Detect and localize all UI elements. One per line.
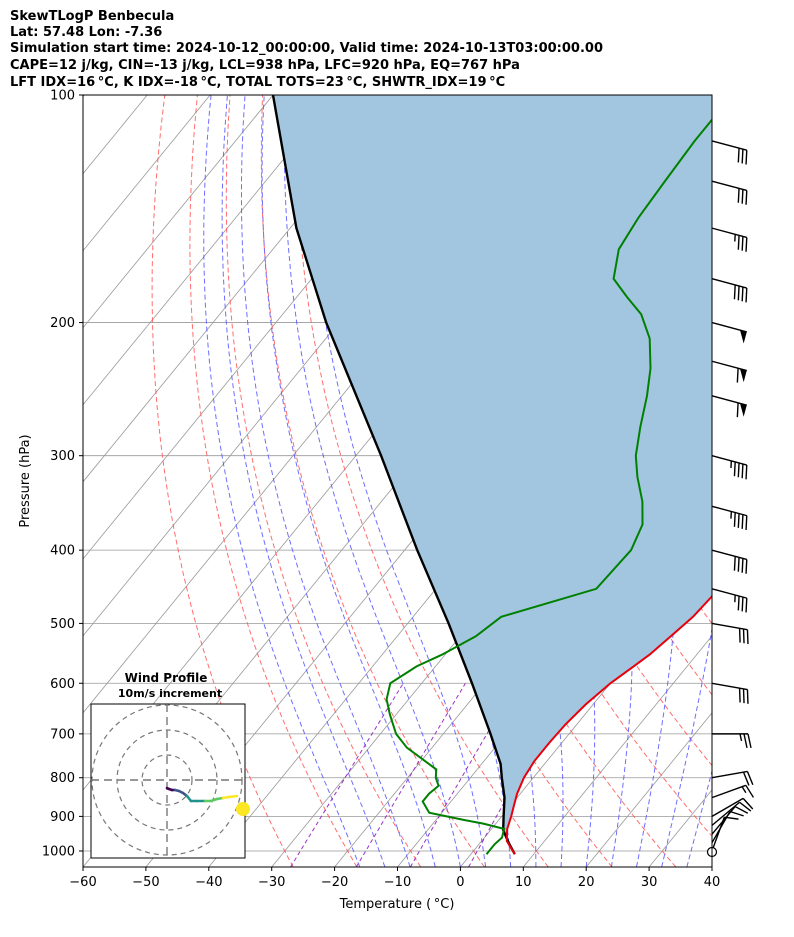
x-tick-label: 0: [456, 875, 464, 890]
wind-barb: [711, 395, 747, 418]
hodograph-inset: Wind Profile 10m/s increment: [90, 671, 250, 859]
dry-adiabat: [225, 95, 422, 867]
hodograph-frame: [90, 703, 246, 859]
wind-barb: [712, 733, 752, 749]
temperature-line: [505, 594, 712, 855]
wind-barb: [711, 278, 748, 303]
parcel-line: [271, 95, 516, 855]
moist-adiabat: [762, 95, 794, 867]
x-axis-label: Temperature ( °C): [339, 897, 455, 912]
x-tick-label: −60: [69, 875, 96, 890]
isotherm-line: [711, 866, 712, 867]
y-tick-label: 1000: [42, 844, 75, 859]
moist-adiabat: [656, 95, 712, 867]
wind-barb: [711, 549, 748, 574]
dry-adiabat: [719, 95, 794, 867]
dry-adiabat: [751, 95, 794, 867]
isotherm-line: [83, 95, 400, 483]
wind-barb: [711, 588, 748, 613]
isotherm-line: [522, 635, 712, 867]
y-axis-label: Pressure (hPa): [18, 434, 33, 527]
hodograph-segment: [227, 794, 239, 799]
hodograph-title: Wind Profile: [125, 671, 208, 685]
x-tick-label: −30: [258, 875, 285, 890]
y-tick-label: 700: [50, 727, 75, 742]
y-tick-label: 300: [50, 449, 75, 464]
hodograph-ring: [141, 754, 193, 806]
x-tick-label: 30: [641, 875, 658, 890]
x-tick-label: 40: [704, 875, 721, 890]
y-tick-label: 600: [50, 677, 75, 692]
cape-shading: [273, 95, 712, 855]
x-tick-label: −40: [195, 875, 222, 890]
dewpoint-line: [385, 118, 712, 855]
moist-adiabat: [221, 95, 386, 867]
convective-params: CAPE=12 j/kg, CIN=-13 j/kg, LCL=938 hPa,…: [10, 58, 520, 73]
isotherm-line: [83, 95, 274, 329]
y-tick-label: 500: [50, 617, 75, 632]
y-tick-label: 400: [50, 544, 75, 559]
wind-barb: [711, 801, 752, 826]
wind-barb: [711, 805, 749, 835]
mixing-ratio-line: [355, 683, 466, 867]
y-tick-label: 200: [50, 316, 75, 331]
wind-barb: [711, 784, 755, 799]
isotherm-line: [83, 95, 85, 98]
y-tick-label: 100: [50, 89, 75, 104]
chart-title: SkewTLogP Benbecula: [10, 9, 175, 24]
mixing-ratio-line: [409, 683, 517, 867]
isotherm-line: [585, 712, 712, 867]
wind-barb: [711, 797, 754, 817]
wind-barb: [711, 505, 748, 530]
x-tick-label: −20: [321, 875, 348, 890]
wind-barb: [711, 682, 749, 704]
wind-barb: [711, 622, 749, 644]
dry-adiabat: [151, 95, 294, 867]
wind-barb: [711, 227, 748, 252]
wind-barb: [711, 140, 748, 165]
dry-adiabat: [189, 95, 358, 867]
y-tick-label: 800: [50, 771, 75, 786]
isotherm-line: [460, 558, 712, 867]
x-tick-label: 10: [515, 875, 532, 890]
moist-adiabat: [308, 95, 487, 867]
moist-adiabat: [283, 95, 461, 867]
mixing-ratio-line: [290, 683, 404, 867]
stability-indices: LFT IDX=16 °C, K IDX=-18 °C, TOTAL TOTS=…: [10, 75, 506, 90]
moist-adiabat: [737, 95, 794, 867]
x-tick-label: −50: [132, 875, 159, 890]
moist-adiabat: [241, 95, 411, 867]
wind-barb: [711, 360, 747, 383]
dry-adiabat: [784, 95, 794, 867]
moist-adiabat: [711, 865, 712, 867]
wind-barb: [711, 455, 748, 480]
moist-adiabat: [261, 95, 436, 867]
dry-adiabat: [260, 95, 485, 867]
moist-adiabat: [203, 95, 361, 867]
simulation-times: Simulation start time: 2024-10-12_00:00:…: [10, 41, 603, 56]
hodograph-endpoint: [236, 802, 250, 816]
isotherm-line: [83, 95, 337, 406]
x-tick-label: 20: [578, 875, 595, 890]
hodograph-increment: 10m/s increment: [118, 687, 222, 700]
y-tick-label: 900: [50, 810, 75, 825]
wind-barb: [711, 321, 747, 344]
isotherm-line: [83, 95, 211, 252]
wind-barb: [711, 770, 754, 786]
location-coords: Lat: 57.48 Lon: -7.36: [10, 25, 163, 40]
x-tick-label: −10: [384, 875, 411, 890]
wind-barb: [711, 180, 748, 205]
